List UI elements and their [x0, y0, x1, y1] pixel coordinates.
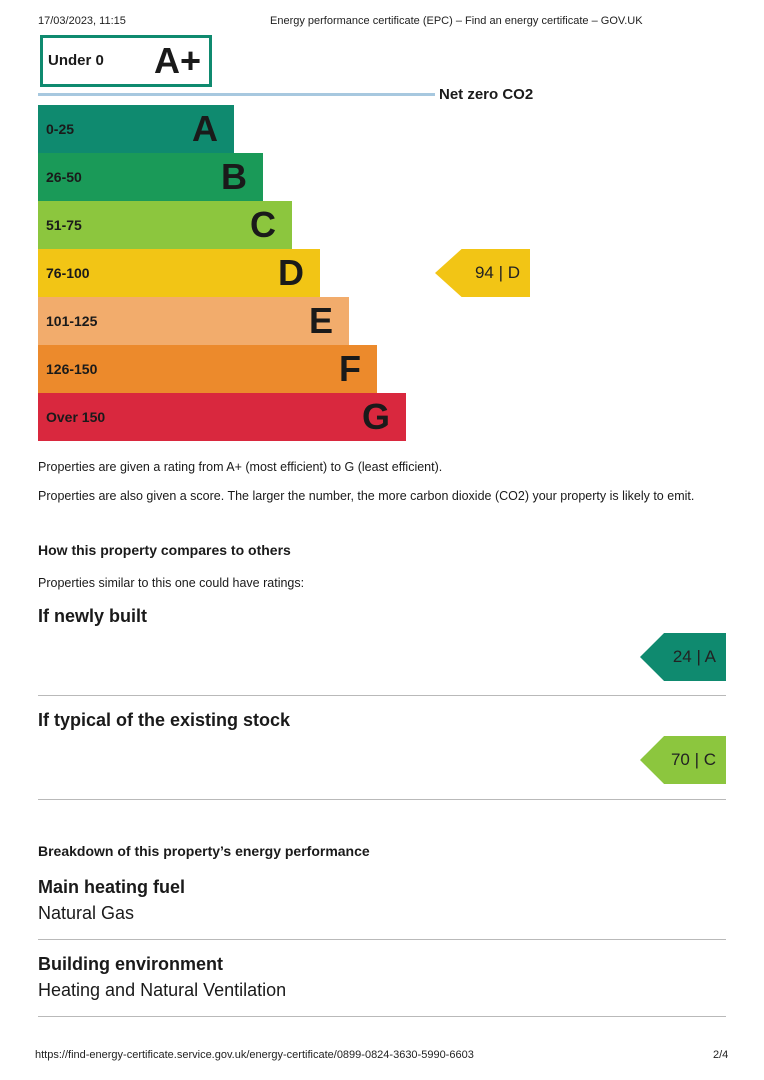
comparison-heading: How this property compares to others [38, 542, 291, 558]
print-page-title: Energy performance certificate (EPC) – F… [270, 15, 643, 27]
explanation-line-1: Properties are given a rating from A+ (m… [38, 460, 443, 474]
rating-band-e: 101-125 E [38, 297, 349, 345]
band-letter: D [278, 252, 304, 293]
building-environment-title: Building environment [38, 954, 224, 974]
band-letter: G [361, 396, 390, 437]
rating-band-b: 26-50 B [38, 153, 263, 201]
band-letter: C [250, 204, 276, 245]
net-zero-line [38, 93, 435, 96]
rating-band-d: 76-100 D [38, 249, 320, 297]
band-letter: A [192, 108, 218, 149]
current-rating-pointer: 94 | D [435, 249, 530, 297]
band-range: 0-25 [46, 121, 75, 137]
current-rating-label: 94 | D [474, 263, 520, 282]
explanation-line-2: Properties are also given a score. The l… [38, 489, 695, 503]
newly-built-pointer: 24 | A [640, 633, 726, 681]
print-page-number: 2/4 [713, 1049, 729, 1061]
band-letter: F [339, 348, 361, 389]
rating-band-g: Over 150 G [38, 393, 406, 441]
rating-aplus-range: Under 0 [48, 52, 104, 69]
heating-fuel-title: Main heating fuel [38, 877, 186, 897]
band-range: 126-150 [46, 361, 98, 377]
band-range: 26-50 [46, 169, 82, 185]
breakdown-heading: Breakdown of this property’s energy perf… [38, 843, 370, 859]
comparison-intro: Properties similar to this one could hav… [38, 576, 305, 590]
band-range: 76-100 [46, 265, 90, 281]
band-range: 51-75 [46, 217, 82, 233]
typical-stock-title: If typical of the existing stock [38, 710, 291, 730]
heating-fuel-value: Natural Gas [38, 903, 135, 923]
newly-built-label: 24 | A [672, 647, 716, 666]
typical-stock-label: 70 | C [670, 750, 716, 769]
divider [38, 799, 726, 800]
band-range: Over 150 [46, 409, 106, 425]
rating-aplus-box: Under 0 A+ [40, 35, 212, 87]
band-range: 101-125 [46, 313, 98, 329]
band-letter: B [221, 156, 247, 197]
net-zero-label: Net zero CO2 [439, 86, 534, 103]
newly-built-title: If newly built [38, 606, 148, 626]
print-url[interactable]: https://find-energy-certificate.service.… [35, 1049, 474, 1061]
rating-aplus-letter: A+ [153, 40, 201, 81]
print-timestamp: 17/03/2023, 11:15 [38, 15, 126, 27]
building-environment-value: Heating and Natural Ventilation [38, 980, 287, 1000]
rating-band-c: 51-75 C [38, 201, 292, 249]
rating-band-f: 126-150 F [38, 345, 377, 393]
band-letter: E [308, 300, 333, 341]
typical-stock-pointer: 70 | C [640, 736, 726, 784]
divider [38, 939, 726, 940]
divider [38, 1016, 726, 1017]
rating-band-a: 0-25 A [38, 105, 234, 153]
divider [38, 695, 726, 696]
